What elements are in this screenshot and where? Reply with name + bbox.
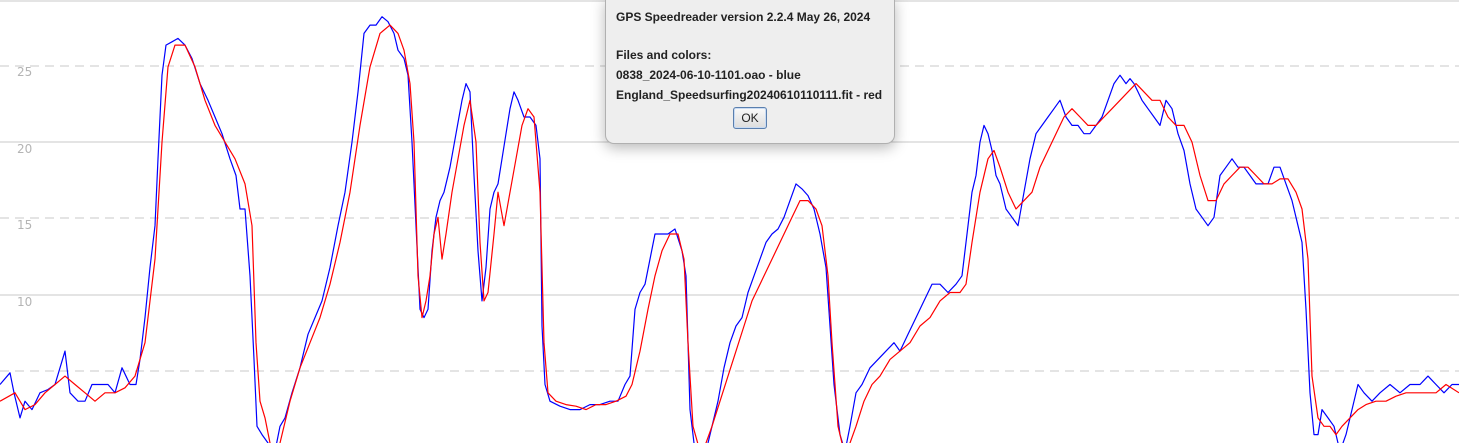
version-text: GPS Speedreader version 2.2.4 May 26, 20…: [616, 10, 871, 24]
ok-button[interactable]: OK: [733, 107, 767, 129]
y-tick-label: 10: [17, 295, 32, 309]
y-tick-label: 25: [17, 65, 32, 79]
y-tick-label: 15: [17, 218, 32, 232]
y-tick-label: 20: [17, 142, 32, 156]
y-tick-labels: 25 20 15 10: [17, 65, 32, 309]
dialog-message: GPS Speedreader version 2.2.4 May 26, 20…: [616, 7, 882, 105]
series-layer: [0, 16, 1459, 443]
series-line-red: [0, 24, 1459, 443]
file-entry-red: England_Speedsurfing20240610110111.fit -…: [616, 88, 883, 102]
spacer: [616, 27, 882, 45]
about-dialog: GPS Speedreader version 2.2.4 May 26, 20…: [605, 0, 895, 144]
files-heading: Files and colors:: [616, 48, 712, 62]
file-entry-blue: 0838_2024-06-10-1101.oao - blue: [616, 68, 801, 82]
